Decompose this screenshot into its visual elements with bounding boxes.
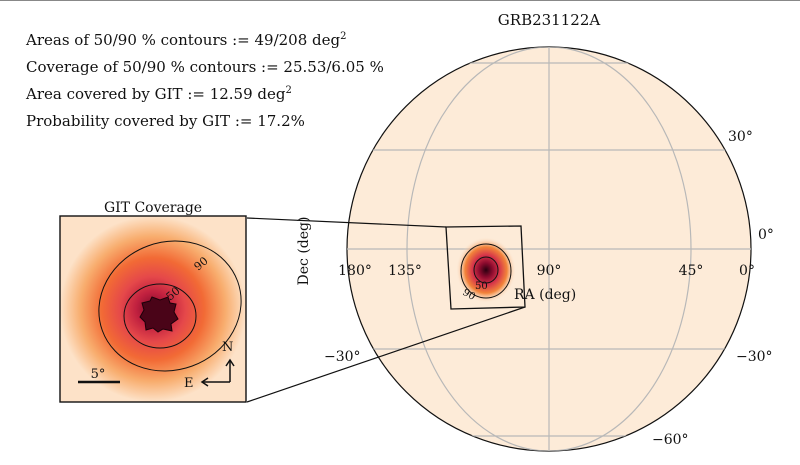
contour-label-50-main: 50	[475, 281, 488, 292]
ra-tick-0: 0°	[739, 263, 755, 279]
inset-title: GIT Coverage	[104, 200, 202, 216]
yaxis-label: Dec (deg)	[296, 217, 312, 286]
ra-tick-90: 90°	[537, 263, 562, 279]
compass-east-head	[200, 377, 209, 387]
dec-tick-m30-left: −30°	[324, 349, 361, 365]
contour-90-main	[460, 243, 512, 299]
scale-bar-label: 5°	[91, 367, 106, 382]
compass-north-head	[225, 358, 235, 367]
stat-line-git-area: Area covered by GIT := 12.59 deg2	[26, 85, 292, 103]
stat-line-git-probability: Probability covered by GIT := 17.2%	[26, 112, 305, 130]
compass-north-label: N	[222, 340, 233, 355]
connector-top	[246, 217, 447, 228]
compass	[200, 358, 235, 387]
inset-frame	[59, 215, 247, 403]
ra-tick-135: 135°	[388, 263, 422, 279]
ra-tick-180: 180°	[338, 263, 372, 279]
dec-tick-30: 30°	[728, 129, 753, 145]
contour-50-inset	[123, 283, 197, 349]
compass-east-label: E	[184, 376, 194, 391]
dec-tick-m30-right: −30°	[736, 349, 773, 365]
stat-line-coverage: Coverage of 50/90 % contours := 25.53/6.…	[26, 58, 384, 76]
stats-block: Areas of 50/90 % contours := 49/208 deg2…	[26, 27, 384, 135]
xaxis-label: RA (deg)	[514, 287, 576, 303]
git-coverage-footprint	[139, 296, 179, 333]
probability-map-main	[456, 237, 516, 303]
stat-line-areas: Areas of 50/90 % contours := 49/208 deg2	[26, 31, 347, 49]
graticule	[347, 47, 751, 451]
ra-tick-45: 45°	[679, 263, 704, 279]
contour-50-main	[473, 256, 499, 284]
connector-bottom	[246, 306, 526, 403]
dec-tick-0: 0°	[758, 227, 774, 243]
dec-tick-m60: −60°	[652, 432, 689, 448]
map-title: GRB231122A	[498, 11, 601, 29]
contour-90-inset	[98, 240, 242, 372]
